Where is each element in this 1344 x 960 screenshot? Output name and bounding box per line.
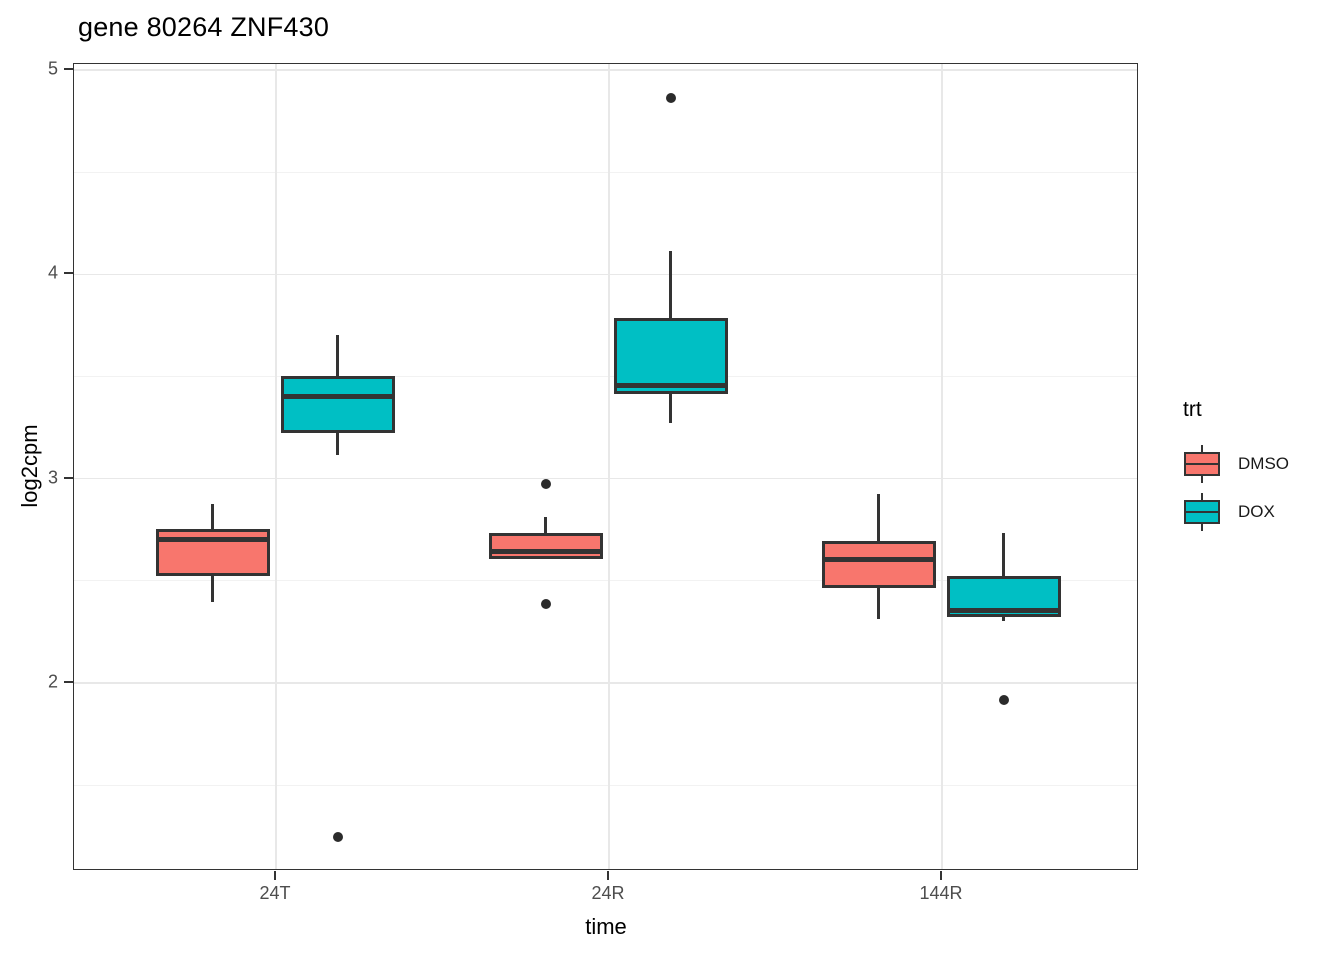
legend-label-dmso: DMSO	[1238, 454, 1289, 473]
legend-key-median-line	[1186, 510, 1218, 513]
x-tick-mark	[274, 871, 276, 880]
plot-panel	[73, 63, 1138, 870]
legend-key-boxplot-icon	[1183, 445, 1221, 483]
legend-key-boxplot-icon	[1183, 493, 1221, 531]
legend-key-median-line	[1186, 462, 1218, 465]
y-tick-label: 4	[47, 262, 58, 283]
x-tick-mark	[940, 871, 942, 880]
y-tick-mark	[64, 272, 73, 275]
y-major-gridline	[74, 682, 1137, 684]
y-tick-mark	[64, 68, 73, 71]
legend-entry-dmso: DMSO	[1183, 440, 1289, 488]
y-tick-label: 5	[47, 58, 58, 79]
legend: trt DMSO DOX	[1183, 398, 1289, 536]
chart-title: gene 80264 ZNF430	[78, 12, 330, 42]
x-tick-mark	[607, 871, 609, 880]
y-minor-gridline	[74, 171, 1137, 173]
y-axis-title: log2cpm	[17, 424, 42, 508]
legend-label-dox: DOX	[1238, 502, 1275, 521]
legend-title: trt	[1183, 398, 1202, 421]
y-major-gridline	[74, 477, 1137, 480]
x-major-gridline	[941, 64, 943, 869]
y-major-gridline	[74, 69, 1137, 71]
y-minor-gridline	[74, 376, 1137, 378]
y-major-gridline	[74, 273, 1137, 276]
x-major-gridline	[608, 64, 610, 869]
x-tick-label: 24R	[591, 883, 625, 903]
x-tick-label: 24T	[259, 883, 291, 903]
y-tick-label: 2	[47, 671, 58, 692]
legend-entry-dox: DOX	[1183, 488, 1289, 536]
y-minor-gridline	[74, 580, 1137, 582]
x-tick-label: 144R	[919, 883, 963, 903]
y-minor-gridline	[74, 784, 1137, 786]
y-tick-mark	[64, 476, 73, 479]
y-tick-mark	[64, 681, 73, 684]
x-major-gridline	[275, 64, 277, 869]
x-axis-title: time	[585, 914, 627, 939]
